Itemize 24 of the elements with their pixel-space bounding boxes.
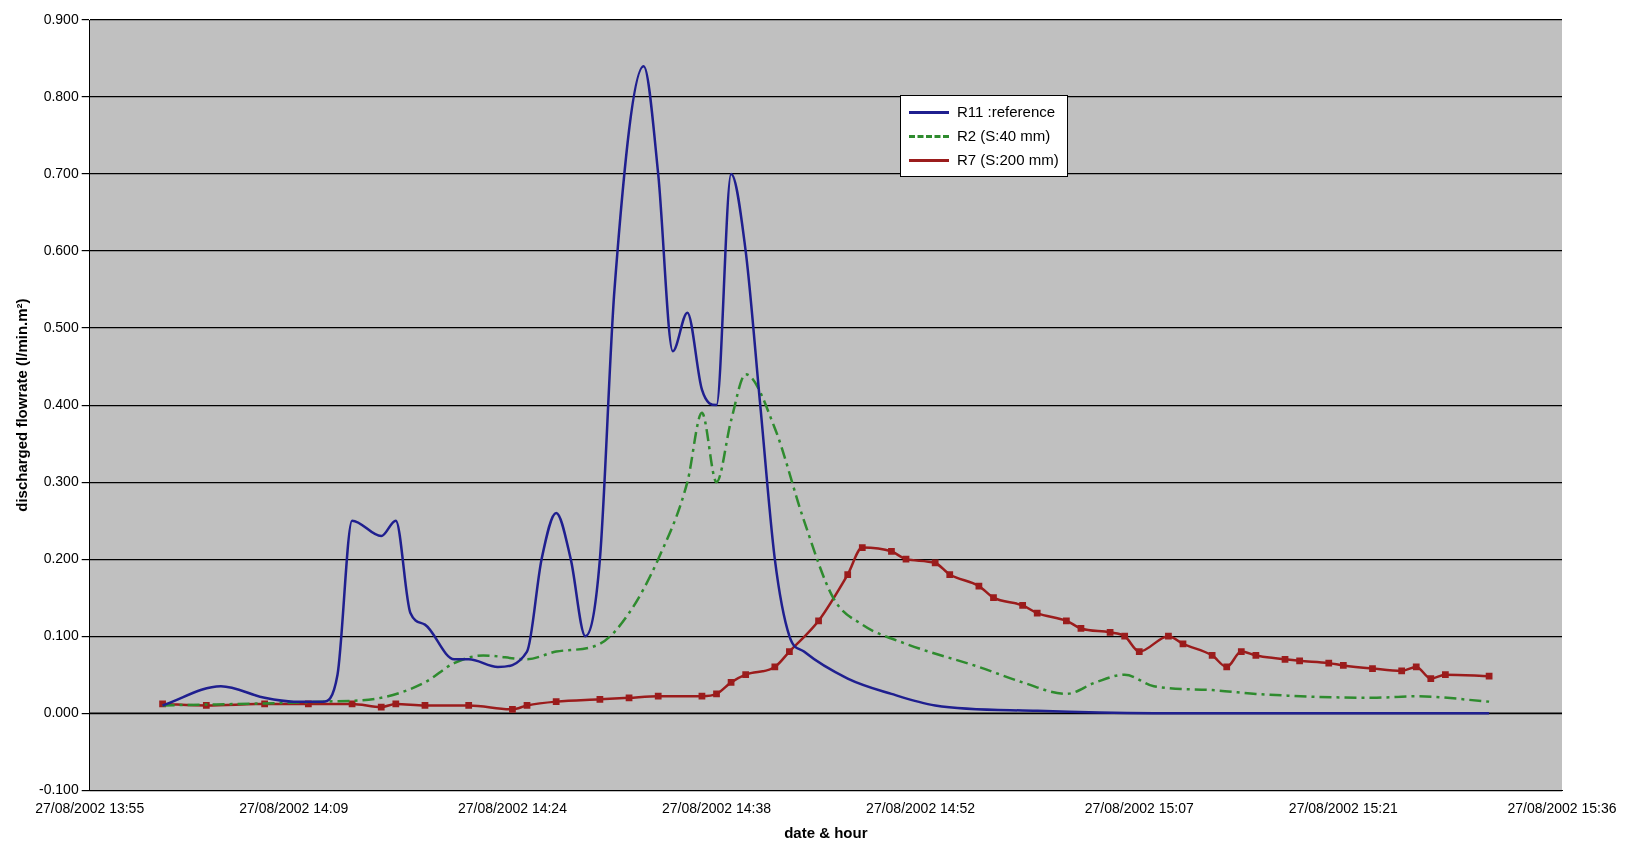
x-tick-label: 27/08/2002 14:38 [662, 800, 772, 817]
y-tick-label: 0.900 [43, 10, 79, 27]
y-tick-label: 0.500 [43, 318, 79, 335]
y-tick-label: 0.100 [43, 627, 79, 644]
x-tick-label: 27/08/2002 14:09 [239, 800, 349, 817]
y-tick-label: 0.700 [43, 164, 79, 181]
y-tick-label: -0.100 [38, 781, 79, 798]
y-tick-label: 0.600 [43, 241, 79, 258]
legend-label: R2 (S:40 mm) [957, 126, 1051, 146]
x-tick-label: 27/08/2002 14:24 [457, 800, 568, 817]
y-tick-label: 0.000 [43, 704, 79, 721]
y-tick-label: 0.800 [43, 87, 79, 104]
x-axis-title: date & hour [784, 824, 868, 842]
legend-label: R7 (S:200 mm) [957, 150, 1059, 170]
x-tick-label: 27/08/2002 13:55 [35, 800, 145, 817]
x-tick-label: 27/08/2002 15:07 [1084, 800, 1194, 817]
y-axis-title: discharged flowrate (l/min.m²) [13, 298, 31, 512]
x-tick-label: 27/08/2002 15:21 [1288, 800, 1399, 817]
y-tick-label: 0.300 [43, 472, 79, 489]
y-tick-label: 0.400 [43, 395, 79, 412]
x-tick-label: 27/08/2002 15:36 [1507, 800, 1617, 817]
x-tick-label: 27/08/2002 14:52 [866, 800, 976, 817]
y-tick-label: 0.200 [43, 550, 79, 566]
legend-label: R11 :reference [957, 102, 1056, 122]
